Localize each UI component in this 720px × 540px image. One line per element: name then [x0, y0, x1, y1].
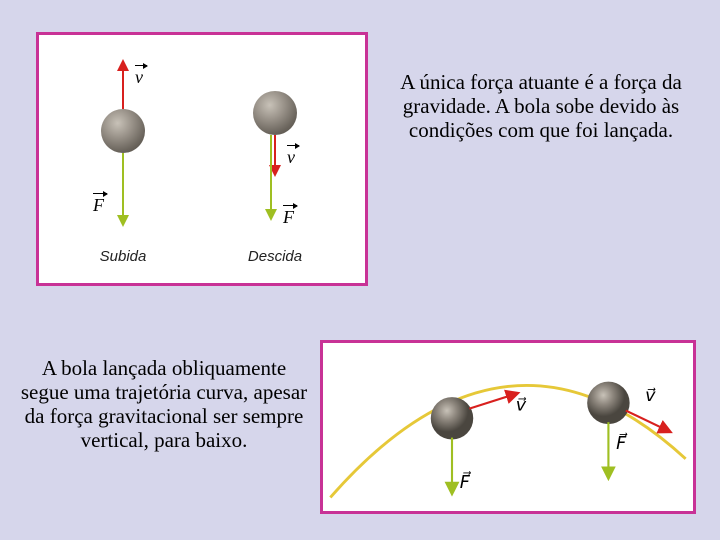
f-char: F [93, 195, 104, 215]
arrow-v-down [274, 135, 276, 167]
ball-descida [253, 91, 297, 135]
label-v-descida: v [287, 147, 299, 168]
label-f-descida: F [283, 207, 297, 228]
v-char-2: v [287, 147, 295, 167]
ball-traj-2 [587, 382, 629, 424]
ball-traj-1 [431, 397, 473, 439]
label-v-subida: v [135, 67, 147, 88]
label-v-traj-2: v⃗ [645, 386, 656, 405]
arrow-v-traj-1 [469, 393, 517, 408]
ball-subida [101, 109, 145, 153]
text-gravity-only: A única força atuante é a força da gravi… [388, 70, 694, 142]
arrow-f-descida [270, 135, 272, 211]
text-oblique: A bola lançada obliquamente segue uma tr… [16, 356, 312, 453]
label-v-traj-1: v⃗ [516, 396, 527, 415]
v-char: v [135, 67, 143, 87]
label-f-traj-2: F⃗ [616, 433, 628, 453]
panel-trajectory: v⃗ F⃗ v⃗ F⃗ [320, 340, 696, 514]
panel-subida-descida: v F Subida v F Descida [36, 32, 368, 286]
caption-subida: Subida [63, 248, 183, 265]
label-f-subida: F [93, 195, 107, 216]
label-f-traj-1: F⃗ [460, 472, 472, 492]
arrow-f-subida [122, 153, 124, 217]
caption-descida: Descida [215, 248, 335, 265]
col-subida: v F Subida [63, 47, 183, 271]
arrow-v-up [122, 69, 124, 109]
f-char-2: F [283, 207, 294, 227]
col-descida: v F Descida [215, 47, 335, 271]
trajectory-svg: v⃗ F⃗ v⃗ F⃗ [323, 343, 693, 511]
trajectory-path [330, 385, 685, 497]
